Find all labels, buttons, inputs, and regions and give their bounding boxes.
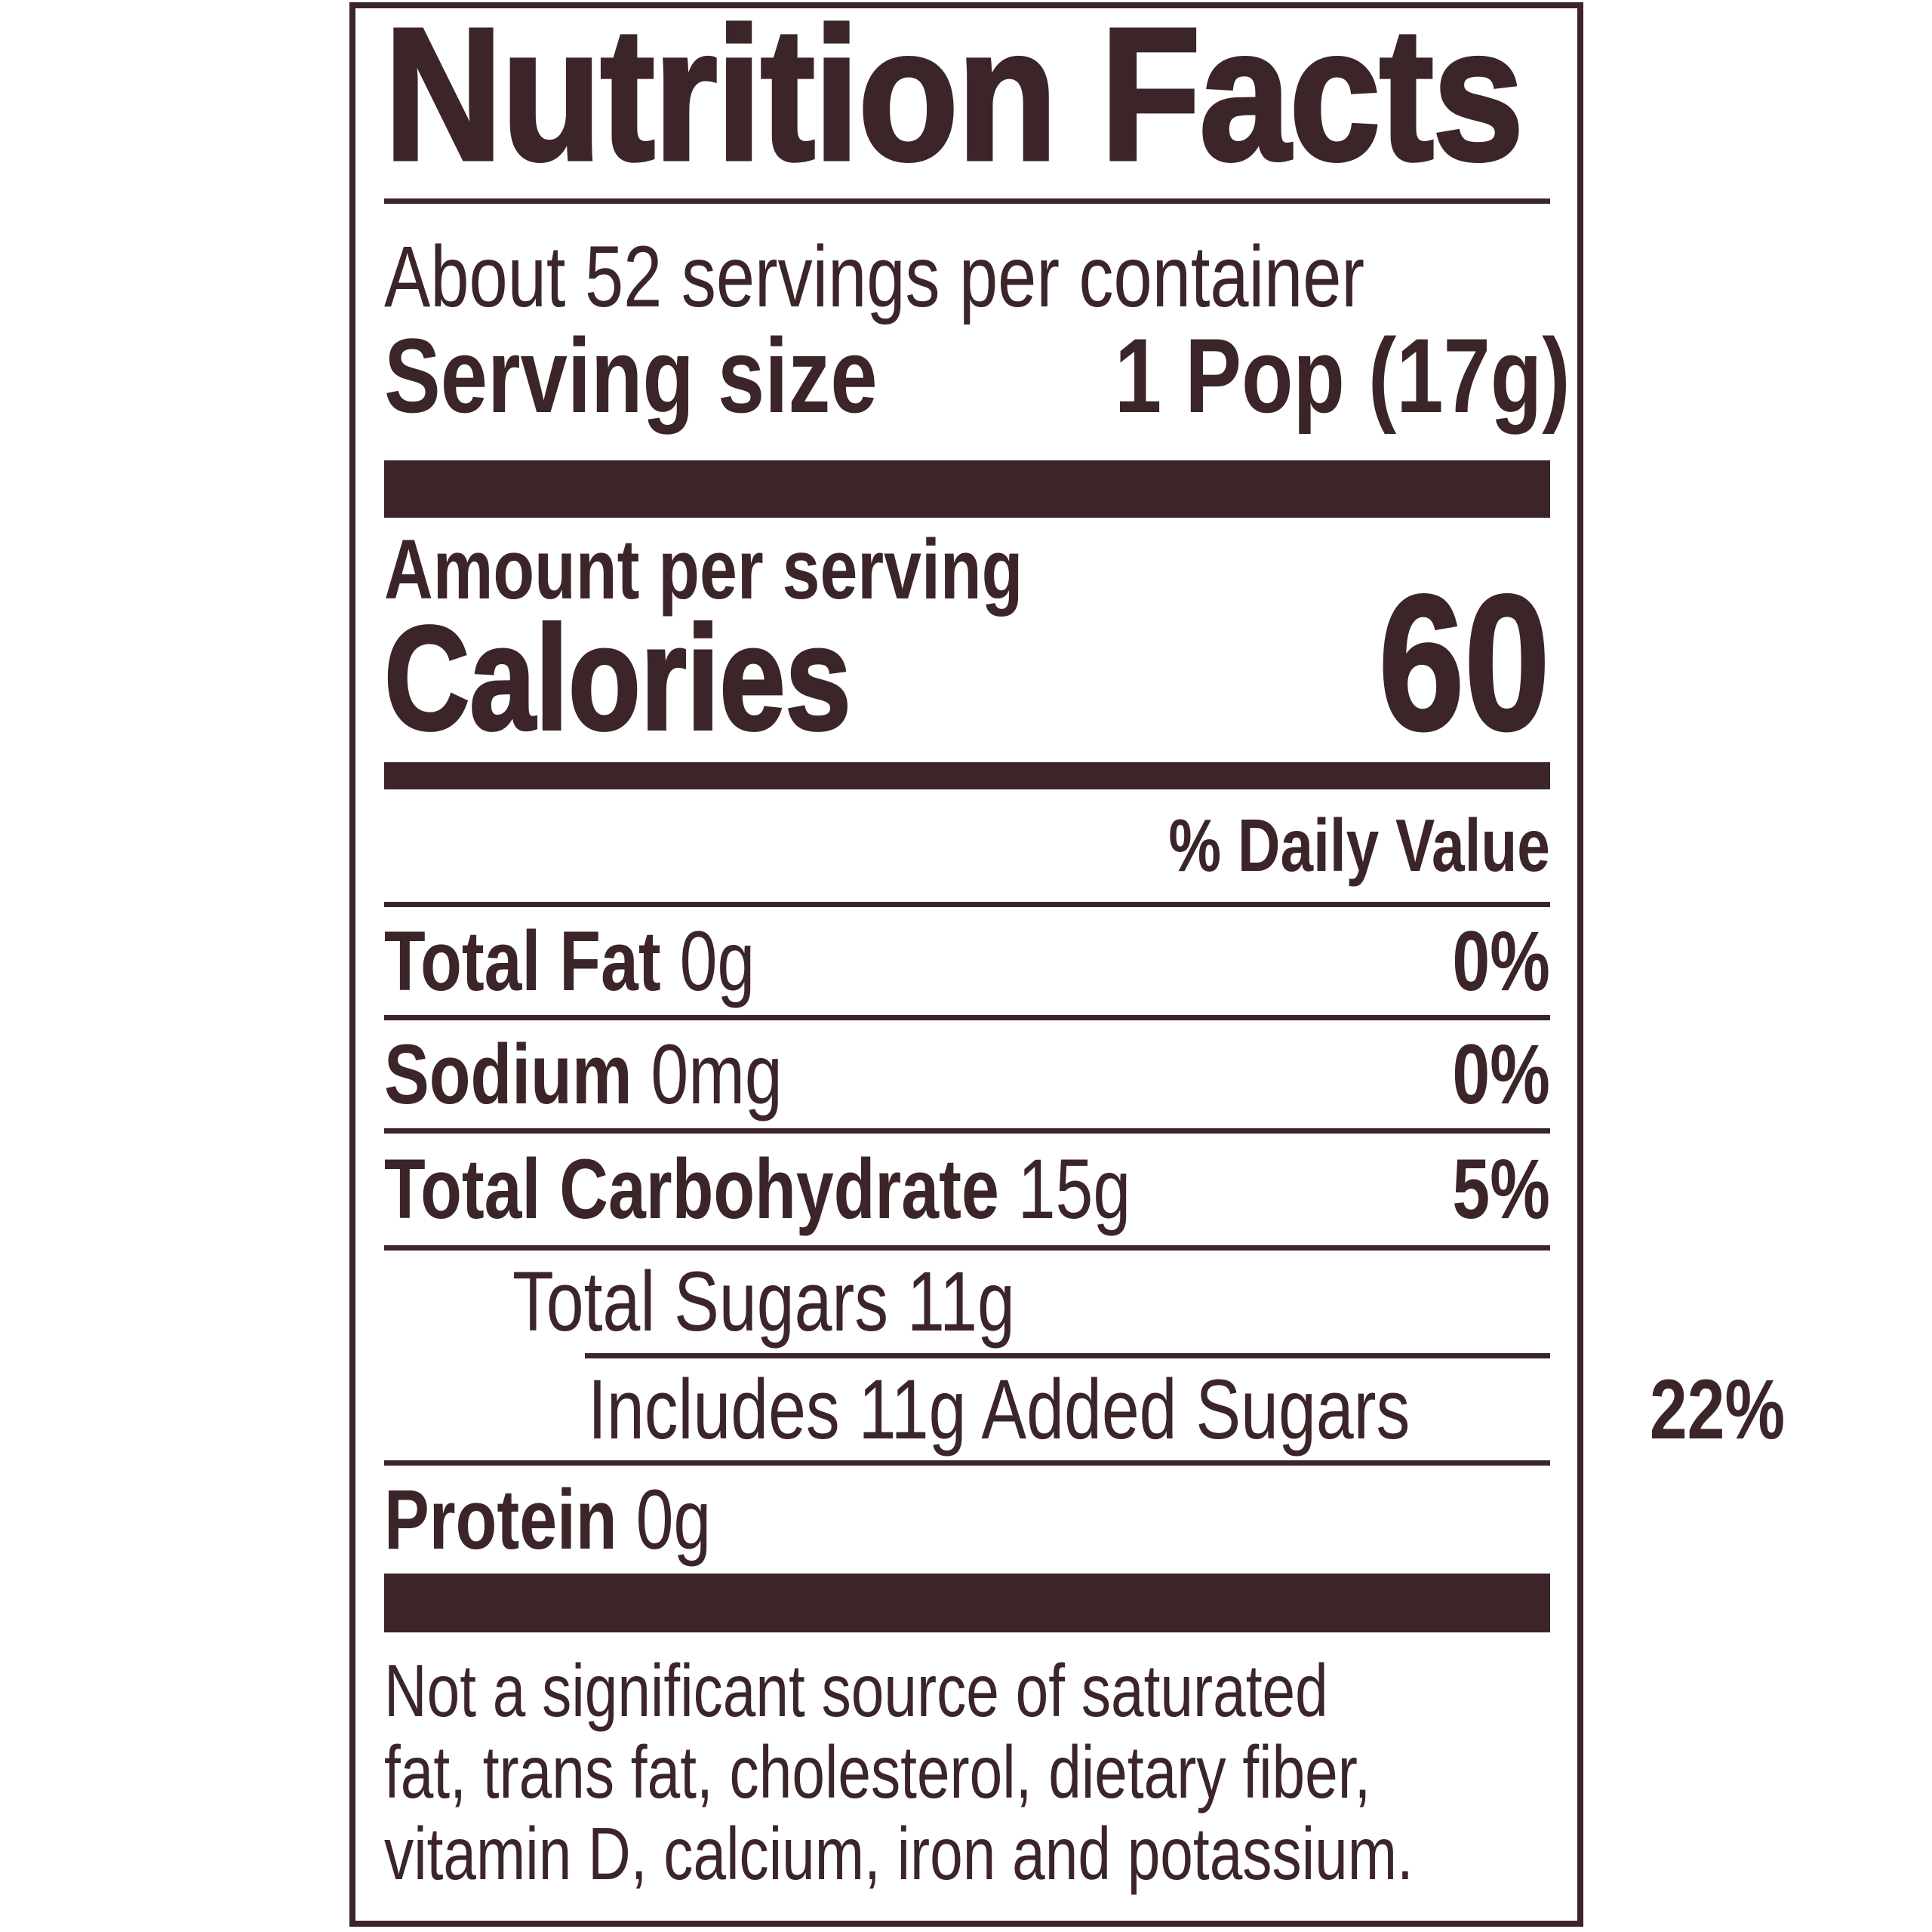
added-sugars-percent: 22% xyxy=(1649,1361,1785,1457)
nutrient-name: Sodium xyxy=(384,1026,632,1121)
footnote-line: vitamin D, calcium, iron and potassium. xyxy=(384,1812,1414,1895)
sodium-row: Sodium 0mg 0% xyxy=(384,1020,1550,1128)
serving-size-label: Serving size xyxy=(384,316,878,435)
label-title-text: Nutrition Facts xyxy=(383,0,1526,199)
nutrient-name: Total Carbohydrate xyxy=(384,1142,999,1236)
added-sugars-row: Includes 11g Added Sugars 22% xyxy=(588,1358,1785,1460)
footnote: Not a significant source of saturated fa… xyxy=(384,1650,1671,1894)
calories-value: 60 xyxy=(1377,555,1551,771)
nutrient-label: Total Fat 0g xyxy=(384,918,755,1004)
nutrient-label: Sodium 0mg xyxy=(384,1032,783,1117)
separator-bar-thick-bottom xyxy=(384,1574,1550,1632)
total-fat-row: Total Fat 0g 0% xyxy=(384,907,1550,1015)
total-carbohydrate-row: Total Carbohydrate 15g 5% xyxy=(384,1134,1550,1245)
servings-per-container: About 52 servings per container xyxy=(384,229,1365,325)
nutrient-amount: 0g xyxy=(679,913,755,1008)
divider xyxy=(384,1245,1550,1251)
footnote-line: fat, trans fat, cholesterol, dietary fib… xyxy=(384,1730,1371,1814)
separator-bar-thick-top xyxy=(384,460,1550,518)
total-sugars-row: Total Sugars 11g xyxy=(512,1251,1550,1353)
calories-row: Calories 60 xyxy=(383,555,1551,771)
divider xyxy=(384,1460,1550,1466)
label-title: Nutrition Facts xyxy=(383,0,1693,199)
divider-indented xyxy=(585,1353,1550,1358)
serving-size-row: Serving size 1 Pop (17g) xyxy=(384,316,1571,435)
nutrient-label: Total Carbohydrate 15g xyxy=(384,1147,1131,1232)
nutrient-percent: 0% xyxy=(1452,1026,1551,1121)
added-sugars-text: Includes 11g Added Sugars xyxy=(588,1361,1411,1457)
title-divider xyxy=(384,198,1550,204)
nutrient-label: Protein 0g xyxy=(384,1477,711,1562)
separator-bar-medium xyxy=(384,762,1550,789)
protein-row: Protein 0g xyxy=(384,1466,1550,1574)
nutrient-amount: 0g xyxy=(635,1472,712,1567)
footnote-line: Not a significant source of saturated xyxy=(384,1649,1328,1732)
total-sugars-text: Total Sugars 11g xyxy=(512,1254,1015,1349)
nutrient-name: Total Fat xyxy=(384,913,661,1008)
nutrient-amount: 15g xyxy=(1017,1142,1131,1236)
nutrient-percent: 5% xyxy=(1452,1142,1551,1236)
calories-label: Calories xyxy=(383,595,852,761)
nutrient-name: Protein xyxy=(384,1472,617,1567)
divider xyxy=(384,902,1550,907)
divider xyxy=(384,1128,1550,1134)
nutrient-amount: 0mg xyxy=(651,1026,783,1121)
divider xyxy=(384,1015,1550,1020)
nutrition-facts-label: Nutrition Facts About 52 servings per co… xyxy=(349,0,1785,1927)
nutrient-percent: 0% xyxy=(1452,913,1551,1008)
amount-per-serving: Amount per serving xyxy=(384,522,1023,617)
daily-value-header: % Daily Value xyxy=(1168,804,1550,887)
serving-size-value: 1 Pop (17g) xyxy=(1114,316,1571,435)
